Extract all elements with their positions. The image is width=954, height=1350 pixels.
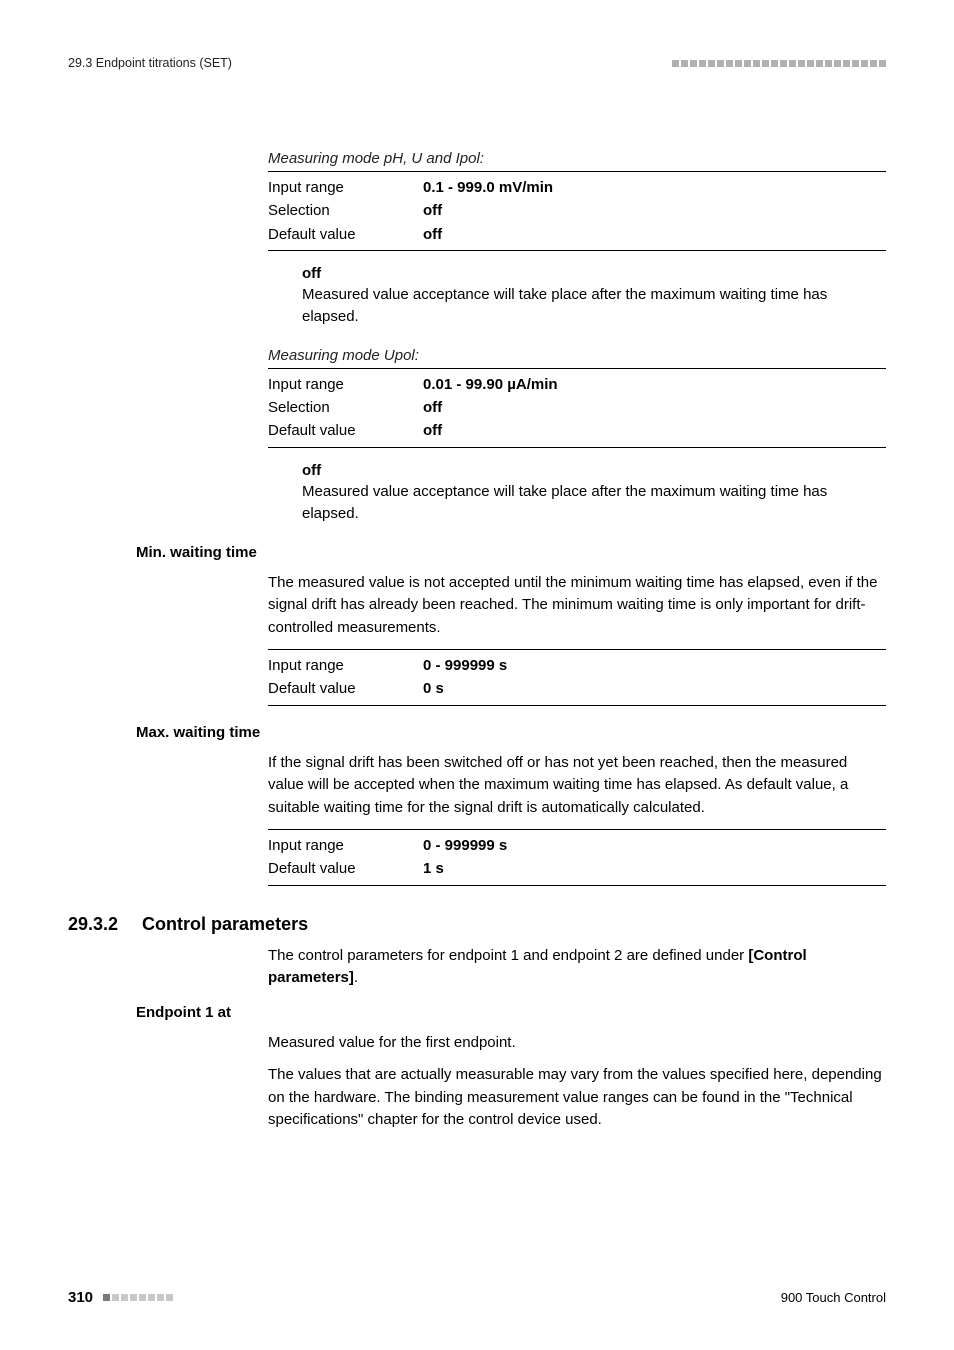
off-label: off [302,462,886,479]
measuring-mode-1-label: Measuring mode pH, U and Ipol: [268,150,886,167]
param-val: 1 s [423,857,444,880]
max-waiting-para: If the signal drift has been switched of… [268,752,886,820]
param-val: 0 - 999999 s [423,654,507,677]
footer-product: 900 Touch Control [781,1290,886,1305]
footer-squares [103,1294,173,1301]
table-row: Default value 0 s [268,677,886,700]
measuring-mode-2-label: Measuring mode Upol: [268,347,886,364]
param-key: Input range [268,654,423,677]
section-number: 29.3.2 [68,914,118,935]
param-key: Default value [268,419,423,442]
param-val: 0 - 999999 s [423,834,507,857]
table-row: Default value off [268,419,886,442]
param-val: off [423,223,442,246]
param-key: Input range [268,834,423,857]
param-key: Default value [268,677,423,700]
measuring-mode-2-block: Measuring mode Upol: Input range 0.01 - … [68,347,886,526]
param-val: 0 s [423,677,444,700]
param-key: Selection [268,199,423,222]
max-waiting-table: Input range 0 - 999999 s Default value 1… [268,829,886,886]
min-waiting-para: The measured value is not accepted until… [268,572,886,640]
footer-left: 310 [68,1289,173,1306]
table-row: Selection off [268,396,886,419]
section-intro-pre: The control parameters for endpoint 1 an… [268,947,748,964]
min-waiting-label: Min. waiting time [136,544,326,561]
param-key: Default value [268,223,423,246]
param-key: Default value [268,857,423,880]
min-waiting-block: Min. waiting time The measured value is … [68,544,886,706]
table-row: Selection off [268,199,886,222]
param-key: Input range [268,176,423,199]
endpoint1-p2: The values that are actually measurable … [268,1064,886,1132]
table-row: Default value off [268,223,886,246]
table-row: Input range 0 - 999999 s [268,834,886,857]
param-val: 0.1 - 999.0 mV/min [423,176,553,199]
off-description: Measured value acceptance will take plac… [302,481,886,526]
header-section-text: 29.3 Endpoint titrations (SET) [68,56,232,70]
measuring-mode-1-table: Input range 0.1 - 999.0 mV/min Selection… [268,171,886,251]
max-waiting-label: Max. waiting time [136,724,326,741]
param-val: off [423,419,442,442]
table-row: Input range 0.01 - 99.90 µA/min [268,373,886,396]
endpoint1-block: Endpoint 1 at Measured value for the fir… [68,1004,886,1132]
section-intro: The control parameters for endpoint 1 an… [268,945,886,990]
footer-page-number: 310 [68,1289,93,1306]
endpoint1-label: Endpoint 1 at [136,1004,326,1021]
section-heading: 29.3.2 Control parameters [68,914,886,935]
param-val: off [423,396,442,419]
min-waiting-table: Input range 0 - 999999 s Default value 0… [268,649,886,706]
header-squares [672,60,886,67]
off-block-2: off Measured value acceptance will take … [268,462,886,526]
section-title: Control parameters [142,914,308,935]
off-block-1: off Measured value acceptance will take … [268,265,886,329]
max-waiting-block: Max. waiting time If the signal drift ha… [68,724,886,886]
measuring-mode-1-block: Measuring mode pH, U and Ipol: Input ran… [68,150,886,329]
table-row: Input range 0 - 999999 s [268,654,886,677]
measuring-mode-2-table: Input range 0.01 - 99.90 µA/min Selectio… [268,368,886,448]
endpoint1-p1: Measured value for the first endpoint. [268,1032,886,1055]
param-val: off [423,199,442,222]
table-row: Default value 1 s [268,857,886,880]
param-key: Selection [268,396,423,419]
table-row: Input range 0.1 - 999.0 mV/min [268,176,886,199]
section-intro-post: . [354,969,358,986]
param-val: 0.01 - 99.90 µA/min [423,373,558,396]
off-label: off [302,265,886,282]
off-description: Measured value acceptance will take plac… [302,284,886,329]
page-header: 29.3 Endpoint titrations (SET) [68,56,886,70]
param-key: Input range [268,373,423,396]
page-footer: 310 900 Touch Control [68,1289,886,1306]
